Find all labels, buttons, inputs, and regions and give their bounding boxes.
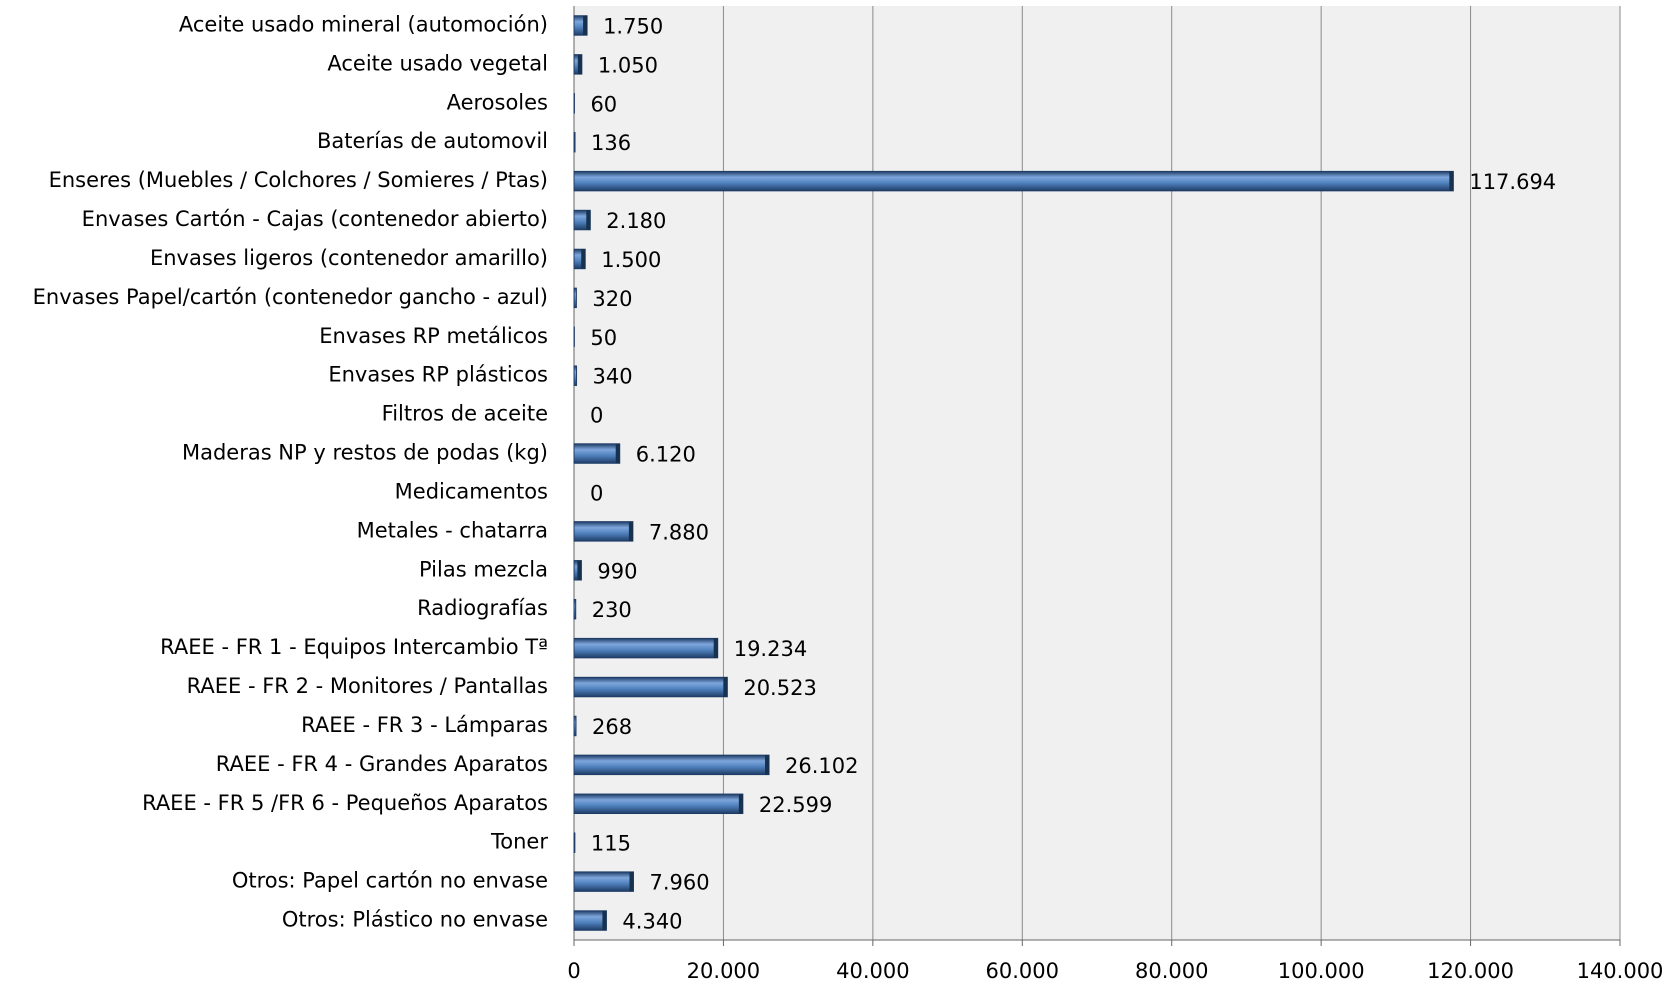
x-tick-label: 140.000 bbox=[1577, 959, 1664, 982]
data-label: 136 bbox=[591, 131, 631, 155]
x-tick-label: 100.000 bbox=[1278, 959, 1365, 982]
bar bbox=[573, 598, 577, 620]
y-tick-label: Metales - chatarra bbox=[357, 518, 548, 542]
data-label: 50 bbox=[590, 326, 617, 350]
y-tick-label: Pilas mezcla bbox=[419, 557, 548, 581]
y-tick-label: Aceite usado vegetal bbox=[327, 51, 548, 75]
bar-end bbox=[713, 638, 718, 658]
y-tick-label: Envases Cartón - Cajas (contenedor abier… bbox=[82, 207, 548, 231]
bar bbox=[573, 793, 744, 815]
bar-end bbox=[577, 560, 582, 581]
y-tick-label: RAEE - FR 3 - Lámparas bbox=[301, 713, 548, 737]
bar bbox=[573, 637, 719, 659]
y-tick-label: RAEE - FR 5 /FR 6 - Pequeños Aparatos bbox=[142, 791, 548, 815]
data-label: 20.523 bbox=[743, 676, 816, 700]
bar bbox=[573, 910, 607, 931]
y-tick-label: Filtros de aceite bbox=[382, 402, 548, 426]
bar bbox=[573, 443, 621, 464]
data-label: 60 bbox=[590, 92, 617, 116]
bar bbox=[573, 871, 634, 892]
y-tick-label: Otros: Plástico no envase bbox=[282, 908, 548, 932]
bar-end bbox=[602, 910, 607, 931]
y-tick-label: Baterías de automovil bbox=[317, 129, 548, 153]
bar-end bbox=[577, 54, 582, 75]
data-label: 7.960 bbox=[649, 871, 709, 895]
data-label: 230 bbox=[592, 598, 632, 622]
bar bbox=[573, 170, 1454, 192]
y-tick-label: RAEE - FR 4 - Grandes Aparatos bbox=[216, 752, 548, 776]
data-label: 0 bbox=[590, 481, 603, 505]
bar-end bbox=[628, 521, 633, 542]
y-tick-label: RAEE - FR 2 - Monitores / Pantallas bbox=[187, 674, 548, 698]
bar bbox=[573, 521, 634, 542]
y-tick-label: Toner bbox=[490, 830, 548, 854]
bar bbox=[573, 754, 770, 776]
y-tick-label: Enseres (Muebles / Colchores / Somieres … bbox=[49, 168, 548, 192]
data-label: 22.599 bbox=[759, 793, 832, 817]
data-label: 1.500 bbox=[601, 248, 661, 272]
data-label: 26.102 bbox=[785, 754, 858, 778]
data-label: 1.050 bbox=[598, 53, 658, 77]
bar bbox=[573, 676, 728, 698]
data-label: 19.234 bbox=[734, 637, 807, 661]
x-tick-label: 0 bbox=[567, 959, 580, 982]
data-label: 990 bbox=[597, 559, 637, 583]
data-label: 1.750 bbox=[603, 14, 663, 38]
y-tick-label: Radiografías bbox=[417, 596, 548, 620]
x-tick-label: 40.000 bbox=[836, 959, 909, 982]
plot-area bbox=[574, 6, 1620, 940]
bar-end bbox=[723, 677, 728, 697]
bar-end bbox=[586, 210, 591, 230]
data-label: 117.694 bbox=[1469, 170, 1556, 194]
data-label: 320 bbox=[592, 287, 632, 311]
y-tick-label: Envases ligeros (contenedor amarillo) bbox=[150, 246, 548, 270]
data-label: 4.340 bbox=[622, 910, 682, 934]
bar bbox=[573, 715, 577, 737]
data-label: 268 bbox=[592, 715, 632, 739]
data-label: 115 bbox=[591, 832, 631, 856]
x-tick-label: 20.000 bbox=[687, 959, 760, 982]
bar bbox=[573, 832, 576, 853]
data-label: 2.180 bbox=[606, 209, 666, 233]
y-tick-label: RAEE - FR 1 - Equipos Intercambio Tª bbox=[160, 635, 548, 659]
y-tick-label: Maderas NP y restos de podas (kg) bbox=[182, 441, 548, 465]
bar-end bbox=[738, 794, 743, 814]
data-label: 0 bbox=[590, 404, 603, 428]
y-tick-label: Aceite usado mineral (automoción) bbox=[179, 12, 548, 36]
bar-end bbox=[1449, 171, 1454, 191]
x-tick-label: 60.000 bbox=[986, 959, 1059, 982]
bar bbox=[573, 365, 578, 386]
bar-end bbox=[583, 15, 588, 36]
bar bbox=[573, 287, 577, 309]
bar-end bbox=[581, 249, 586, 269]
bar-end bbox=[629, 871, 634, 892]
x-tick-label: 120.000 bbox=[1427, 959, 1514, 982]
data-label: 7.880 bbox=[649, 520, 709, 544]
y-tick-label: Envases Papel/cartón (contenedor gancho … bbox=[33, 285, 548, 309]
y-tick-label: Envases RP plásticos bbox=[328, 363, 548, 387]
y-tick-label: Aerosoles bbox=[447, 90, 548, 114]
y-tick-label: Envases RP metálicos bbox=[319, 324, 548, 348]
bar-end bbox=[765, 755, 770, 775]
bar-end bbox=[615, 443, 620, 464]
y-tick-label: Medicamentos bbox=[395, 479, 548, 503]
y-tick-label: Otros: Papel cartón no envase bbox=[232, 869, 548, 893]
bar bbox=[573, 131, 576, 153]
x-tick-label: 80.000 bbox=[1135, 959, 1208, 982]
data-label: 340 bbox=[593, 365, 633, 389]
data-label: 6.120 bbox=[636, 443, 696, 467]
